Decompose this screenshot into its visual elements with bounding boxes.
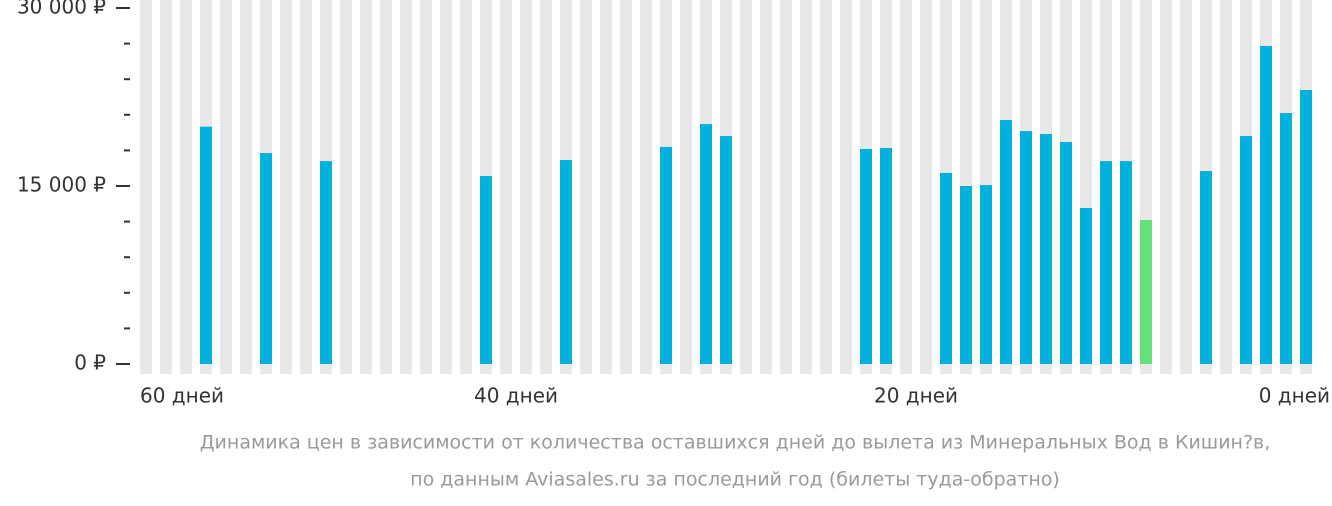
bar bbox=[1000, 120, 1012, 364]
slot bbox=[300, 0, 312, 374]
slot bbox=[460, 0, 472, 374]
slot bbox=[640, 0, 652, 374]
bar bbox=[860, 148, 872, 364]
slot bbox=[1180, 0, 1192, 374]
slot bbox=[180, 0, 192, 374]
slot bbox=[500, 0, 512, 374]
x-tick-label: 20 дней bbox=[874, 384, 958, 408]
bar bbox=[1140, 220, 1152, 364]
bar bbox=[980, 185, 992, 364]
bar bbox=[320, 161, 332, 364]
slot bbox=[920, 0, 932, 374]
slot bbox=[780, 0, 792, 374]
bar bbox=[1040, 134, 1052, 364]
y-tick-label: 0 ₽ bbox=[74, 351, 106, 375]
bar bbox=[200, 126, 212, 365]
slot bbox=[140, 0, 152, 374]
bar bbox=[480, 176, 492, 364]
bar bbox=[720, 136, 732, 364]
bar bbox=[1240, 136, 1252, 364]
caption: Динамика цен в зависимости от количества… bbox=[200, 432, 1271, 454]
bar bbox=[880, 148, 892, 364]
slot bbox=[380, 0, 392, 374]
slot bbox=[420, 0, 432, 374]
bar bbox=[940, 172, 952, 364]
slot bbox=[220, 0, 232, 374]
slot bbox=[840, 0, 852, 374]
bar bbox=[660, 146, 672, 364]
bar bbox=[1280, 113, 1292, 365]
x-tick-label: 0 дней bbox=[1259, 384, 1330, 408]
slot bbox=[240, 0, 252, 374]
slot bbox=[900, 0, 912, 374]
bar bbox=[960, 186, 972, 364]
slot bbox=[820, 0, 832, 374]
x-tick-label: 40 дней bbox=[474, 384, 558, 408]
bar bbox=[1100, 161, 1112, 364]
y-tick-label: 30 000 ₽ bbox=[17, 0, 106, 19]
slot bbox=[740, 0, 752, 374]
slot bbox=[540, 0, 552, 374]
x-tick-label: 60 дней bbox=[140, 384, 224, 408]
bar bbox=[560, 160, 572, 364]
bar bbox=[1120, 161, 1132, 364]
bar bbox=[1300, 89, 1312, 365]
bar bbox=[260, 153, 272, 364]
slot bbox=[620, 0, 632, 374]
bar bbox=[1020, 131, 1032, 364]
slot bbox=[360, 0, 372, 374]
slot bbox=[680, 0, 692, 374]
slot bbox=[440, 0, 452, 374]
slot bbox=[1160, 0, 1172, 374]
bar bbox=[1200, 171, 1212, 364]
bar bbox=[1260, 45, 1272, 365]
bar bbox=[1080, 207, 1092, 364]
slot bbox=[160, 0, 172, 374]
slot bbox=[400, 0, 412, 374]
slot bbox=[600, 0, 612, 374]
y-tick-label: 15 000 ₽ bbox=[17, 173, 106, 197]
bar bbox=[700, 124, 712, 364]
bar bbox=[1060, 141, 1072, 364]
slot bbox=[340, 0, 352, 374]
slot bbox=[520, 0, 532, 374]
slot bbox=[760, 0, 772, 374]
slot bbox=[800, 0, 812, 374]
slot bbox=[580, 0, 592, 374]
slot bbox=[280, 0, 292, 374]
slot bbox=[1220, 0, 1232, 374]
caption: по данным Aviasales.ru за последний год … bbox=[410, 469, 1060, 491]
